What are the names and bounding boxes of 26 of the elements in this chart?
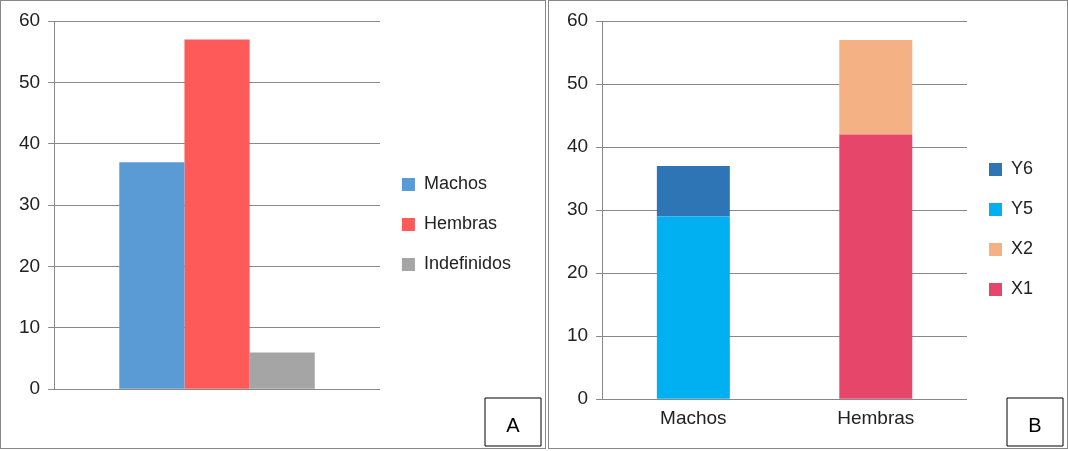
bar	[184, 39, 250, 389]
legend-label: Hembras	[423, 213, 497, 234]
legend-label: X1	[1010, 278, 1034, 299]
y-tick-label: 0	[577, 387, 589, 409]
y-tick-label: 10	[18, 316, 41, 338]
y-tick-label: 60	[566, 9, 589, 31]
text: A	[506, 413, 521, 436]
legend-label: Machos	[423, 173, 487, 194]
bar	[249, 352, 315, 389]
y-tick-label: 20	[566, 261, 589, 283]
y-tick-label: 30	[18, 193, 41, 215]
y-tick-label: 50	[566, 72, 589, 94]
legend-label: X2	[1010, 238, 1034, 259]
y-tick-label: 0	[29, 377, 41, 399]
y-tick-label: 40	[566, 135, 589, 157]
y-tick-label: 10	[566, 324, 589, 346]
legend-label: Y6	[1010, 158, 1034, 179]
y-tick-label: 30	[566, 198, 589, 220]
bar	[119, 162, 185, 389]
y-tick-label: 60	[18, 9, 41, 31]
y-tick-label: 20	[18, 254, 41, 276]
y-tick-label: 50	[18, 70, 41, 92]
legend-label: Y5	[1010, 198, 1034, 219]
legend-label: Indefinidos	[423, 253, 512, 274]
y-tick-label: 40	[18, 131, 41, 153]
text: B	[1028, 413, 1042, 436]
